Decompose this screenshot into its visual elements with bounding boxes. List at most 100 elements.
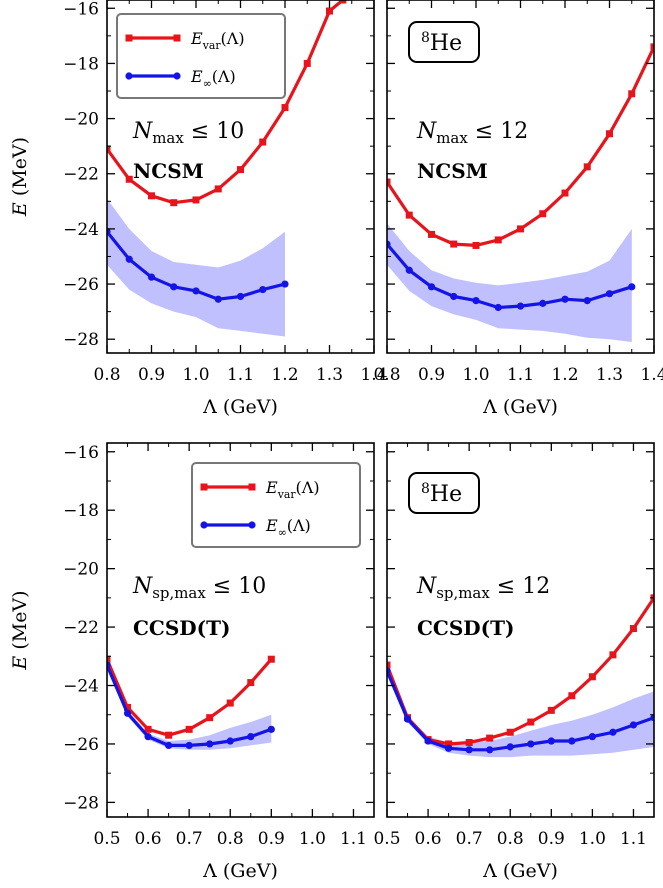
legend-label: E∞​(Λ) [190, 67, 236, 90]
y-tick-label: −28 [63, 330, 99, 350]
x-tick-label: 1.3 [316, 365, 343, 385]
data-point [185, 725, 193, 733]
y-tick-label: −18 [63, 54, 99, 74]
legend-marker [125, 72, 133, 80]
data-point [281, 280, 289, 288]
y-tick-label: −26 [63, 275, 99, 295]
x-tick-label: 0.7 [456, 829, 483, 849]
data-point [609, 651, 617, 659]
data-point [144, 733, 152, 741]
legend-label: Evar​(Λ) [190, 29, 245, 52]
data-point [170, 199, 178, 207]
x-tick-label: 0.8 [93, 365, 120, 385]
panel-3: −16 −18 −20 −22 −24 −26 −28 0.5 0.6 0.7 0.8 0.9 1.0 1… [9, 442, 375, 882]
nucleus-label: 8He [421, 30, 462, 56]
plot-area [387, 43, 654, 342]
series-line-e-var [387, 46, 654, 247]
x-tick-label: 1.2 [271, 365, 298, 385]
data-point [506, 728, 514, 736]
x-tick-label: 1.0 [462, 365, 489, 385]
truncation-annotation: Nmax​ ≤ 10 [132, 119, 244, 147]
y-tick-label: −22 [63, 165, 99, 185]
data-point [561, 189, 569, 197]
x-tick-label: 1.4 [360, 365, 387, 385]
x-tick-label: 1.1 [340, 829, 367, 849]
data-point [403, 715, 412, 723]
uncertainty-band [107, 662, 272, 750]
plot-area [107, 0, 347, 337]
y-tick-label: −20 [63, 110, 99, 130]
legend: Evar​(Λ) E∞​(Λ) [116, 13, 286, 99]
y-tick-label: −24 [63, 220, 99, 240]
data-point [214, 295, 222, 303]
legend-label: E∞​(Λ) [265, 516, 311, 539]
legend-marker [248, 521, 256, 529]
y-tick-label: −22 [63, 618, 99, 638]
data-point [226, 737, 234, 745]
method-annotation: CCSD(T) [133, 616, 230, 640]
data-point [165, 741, 173, 750]
x-axis-title: Λ (GeV) [482, 396, 558, 418]
x-tick-label: 0.5 [93, 829, 120, 849]
y-axis-title: E (MeV) [9, 590, 31, 670]
data-point [568, 737, 576, 745]
data-point [588, 733, 596, 741]
panel-1: −16 −18 −20 −22 −24 −26 −28 0.8 0.9 1.0 1.1 1.2 1.3 1… [9, 0, 388, 418]
data-point [206, 740, 214, 748]
data-point [628, 90, 636, 98]
data-point [259, 138, 267, 146]
data-point [247, 733, 255, 741]
data-point [144, 725, 152, 733]
data-point [387, 178, 391, 186]
data-point [226, 699, 234, 707]
data-point [107, 655, 111, 663]
data-point [606, 130, 613, 138]
plot-frame [106, 442, 375, 818]
data-point [236, 292, 245, 301]
x-tick-label: 0.5 [373, 829, 400, 849]
x-axis-title: Λ (GeV) [202, 396, 278, 418]
data-point [568, 692, 576, 700]
data-point [605, 290, 614, 298]
data-point [237, 166, 244, 174]
data-point [247, 679, 255, 687]
data-point [424, 737, 432, 745]
x-tick-label: 1.0 [579, 829, 606, 849]
method-annotation: NCSM [133, 159, 204, 183]
data-point [405, 211, 413, 219]
data-point [547, 737, 555, 745]
y-tick-label: −20 [63, 560, 99, 580]
data-point [281, 104, 289, 112]
legend-marker [200, 483, 208, 491]
data-point [539, 210, 547, 218]
data-point [445, 744, 453, 752]
data-point [267, 725, 275, 733]
uncertainty-band [107, 198, 285, 337]
y-axis-title: E (MeV) [9, 137, 31, 217]
data-point [561, 295, 569, 303]
data-point [303, 59, 311, 67]
data-point [650, 43, 654, 51]
data-point [192, 287, 200, 295]
plot-frame [386, 442, 655, 818]
y-tick-label: −24 [63, 677, 99, 697]
data-point [506, 743, 514, 751]
data-point [267, 655, 275, 663]
x-tick-label: 0.8 [373, 365, 400, 385]
data-point [123, 709, 132, 717]
x-tick-label: 1.1 [620, 829, 647, 849]
x-tick-label: 1.2 [551, 365, 578, 385]
data-point [125, 175, 133, 183]
data-point [427, 283, 436, 291]
data-point [472, 241, 480, 249]
plot-area [387, 594, 654, 758]
x-tick-label: 1.0 [299, 829, 326, 849]
y-tick-label: −28 [63, 793, 99, 813]
data-point [445, 740, 453, 748]
x-tick-label: 1.1 [507, 365, 534, 385]
x-axis-title: Λ (GeV) [482, 860, 558, 882]
data-point [650, 714, 654, 722]
data-point [125, 255, 133, 263]
data-point [516, 302, 525, 310]
